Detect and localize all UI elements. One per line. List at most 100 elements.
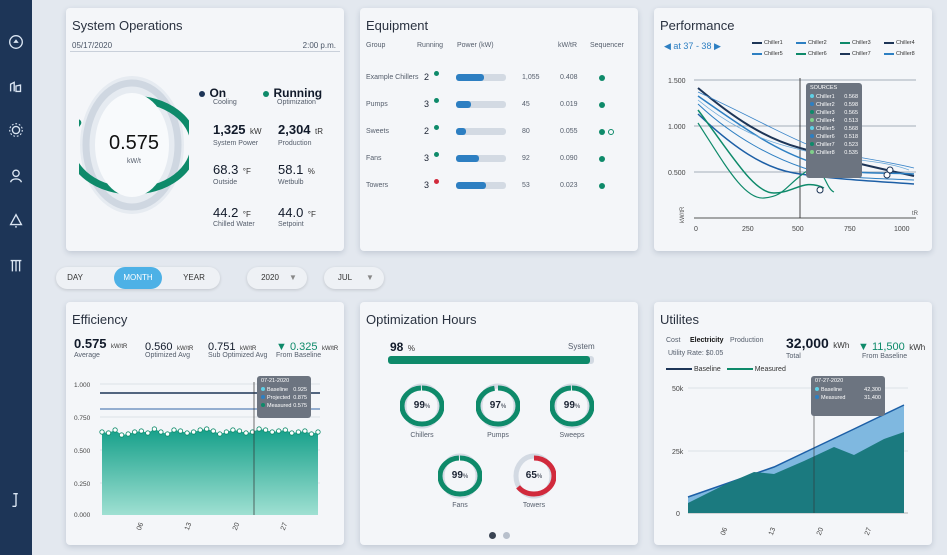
sequencer-icon[interactable] — [599, 75, 605, 81]
tab-electricity[interactable]: Electricity — [690, 337, 724, 344]
eff-tooltip-title: 07-21-2020 — [261, 378, 290, 384]
table-row: Sweets 2 80 0.055 — [360, 125, 638, 144]
legend-label: Chiller2 — [808, 40, 827, 46]
equipment-power: 53 — [522, 182, 530, 189]
tooltip-row-label: Projected — [261, 394, 290, 402]
efficiency-point — [289, 430, 295, 436]
util-xtick: 27 — [864, 527, 873, 537]
month-button[interactable]: MONTH — [114, 267, 162, 289]
util-ytick: 50k — [672, 386, 684, 393]
equipment-kwt: 0.408 — [560, 74, 578, 81]
power-bar-fill — [456, 128, 466, 135]
legend-label: Chiller8 — [896, 51, 915, 57]
ring-unit: % — [500, 404, 507, 410]
tooltip-name: Chiller2 — [816, 102, 835, 108]
system-opt-unit: % — [407, 344, 415, 353]
tooltip-row-label: Measured — [815, 394, 845, 402]
legend-item[interactable]: Chiller5 — [752, 51, 783, 57]
optimization-ring — [400, 383, 444, 429]
equipment-kwt: 0.023 — [560, 182, 578, 189]
ring-pct: 99 — [451, 470, 463, 481]
eff-subopt-label: Sub Optimized Avg — [208, 352, 268, 359]
alert-icon[interactable] — [6, 211, 26, 231]
tooltip-row-label: Chiller2 — [810, 101, 835, 109]
legend-item[interactable]: Chiller8 — [884, 51, 915, 57]
wetbulb-value: 58.1 — [278, 162, 304, 177]
legend-item[interactable]: Chiller4 — [884, 40, 915, 46]
status-on-sub: Cooling — [213, 99, 237, 106]
tooltip-swatch — [261, 387, 265, 391]
sequencer-icon[interactable] — [599, 183, 605, 189]
utilities-panel: Utilites Cost Electricity Production Uti… — [654, 302, 932, 545]
logout-icon[interactable] — [6, 490, 26, 510]
legend-item[interactable]: Chiller1 — [752, 40, 783, 46]
outside-value: 68.3 — [213, 162, 239, 177]
legend-item[interactable]: Chiller6 — [796, 51, 827, 57]
perf-tooltip-title: SOURCES — [810, 85, 838, 91]
tab-production[interactable]: Production — [730, 337, 764, 344]
eff-optimized-label: Optimized Avg — [145, 352, 191, 359]
eff-ytick: 0.750 — [74, 415, 91, 422]
year-select[interactable]: 2020 ▼ — [247, 267, 307, 289]
performance-nav[interactable]: ◀ at 37 - 38 ▶ — [664, 41, 721, 51]
report-icon[interactable] — [6, 256, 26, 276]
sequencer-icon[interactable] — [608, 129, 614, 135]
util-ytick: 25k — [672, 449, 684, 456]
ring-fill — [512, 455, 556, 497]
tooltip-name: Measured — [267, 403, 292, 409]
efficiency-point — [223, 429, 229, 435]
page-dot-active[interactable] — [489, 532, 496, 539]
legend-baseline: Baseline — [693, 366, 721, 373]
gear-icon[interactable] — [6, 120, 26, 140]
ring-label: Pumps — [487, 432, 509, 439]
plant-icon[interactable] — [6, 76, 26, 96]
equipment-power: 80 — [522, 128, 530, 135]
legend-item[interactable]: Chiller2 — [796, 40, 827, 46]
equipment-group: Towers — [366, 182, 389, 189]
equipment-group: Pumps — [366, 101, 388, 108]
power-bar-fill — [456, 155, 479, 162]
performance-series-line — [697, 109, 825, 194]
system-opt-fill — [388, 356, 590, 364]
ring-fill — [400, 385, 444, 427]
sequencer-icon[interactable] — [599, 156, 605, 162]
legend-item[interactable]: Chiller3 — [840, 40, 871, 46]
ring-unit: % — [536, 474, 543, 480]
performance-series-line — [697, 103, 915, 181]
home-icon[interactable] — [6, 32, 26, 52]
eff-average-value: 0.575 — [74, 336, 107, 351]
year-button[interactable]: YEAR — [183, 273, 205, 282]
legend-swatch — [884, 52, 894, 55]
legend-item[interactable]: Chiller7 — [840, 51, 871, 57]
chilled-water-unit: °F — [242, 210, 251, 219]
tooltip-row-label: Baseline — [815, 386, 842, 394]
day-button[interactable]: DAY — [67, 273, 83, 282]
col-running: Running — [417, 42, 444, 49]
total-label: Total — [786, 353, 801, 360]
year-select-value: 2020 — [261, 273, 279, 282]
perf-ylabel: kW/tR — [680, 206, 686, 223]
status-dot-icon — [434, 98, 439, 103]
legend-label: Chiller1 — [764, 40, 783, 46]
page-dot[interactable] — [503, 532, 511, 539]
sequencer-icon[interactable] — [599, 129, 605, 135]
user-icon[interactable] — [6, 166, 26, 186]
ring-label: Chillers — [410, 432, 434, 439]
tooltip-row-label: Chiller5 — [810, 125, 835, 133]
system-date: 05/17/2020 — [72, 41, 113, 50]
efficiency-point — [145, 430, 151, 436]
tooltip-row: Baseline 0.925 — [261, 386, 307, 394]
tab-cost[interactable]: Cost — [666, 337, 681, 344]
chevron-down-icon: ▼ — [289, 273, 297, 282]
divider — [70, 51, 340, 52]
month-select[interactable]: JUL ▼ — [324, 267, 384, 289]
utilities-chart: 50k 25k 0 06 13 20 27 — [672, 386, 908, 537]
sequencer-icon[interactable] — [599, 102, 605, 108]
tooltip-swatch — [810, 110, 814, 114]
tooltip-row: Chiller6 0.518 — [810, 133, 858, 141]
ring-value: 97% — [476, 400, 520, 411]
equipment-panel: Equipment Group Running Power (kW) kW/tR… — [360, 8, 638, 251]
efficiency-point — [263, 427, 269, 433]
ring-unit: % — [574, 404, 581, 410]
system-power-value: 1,325 — [213, 122, 246, 137]
